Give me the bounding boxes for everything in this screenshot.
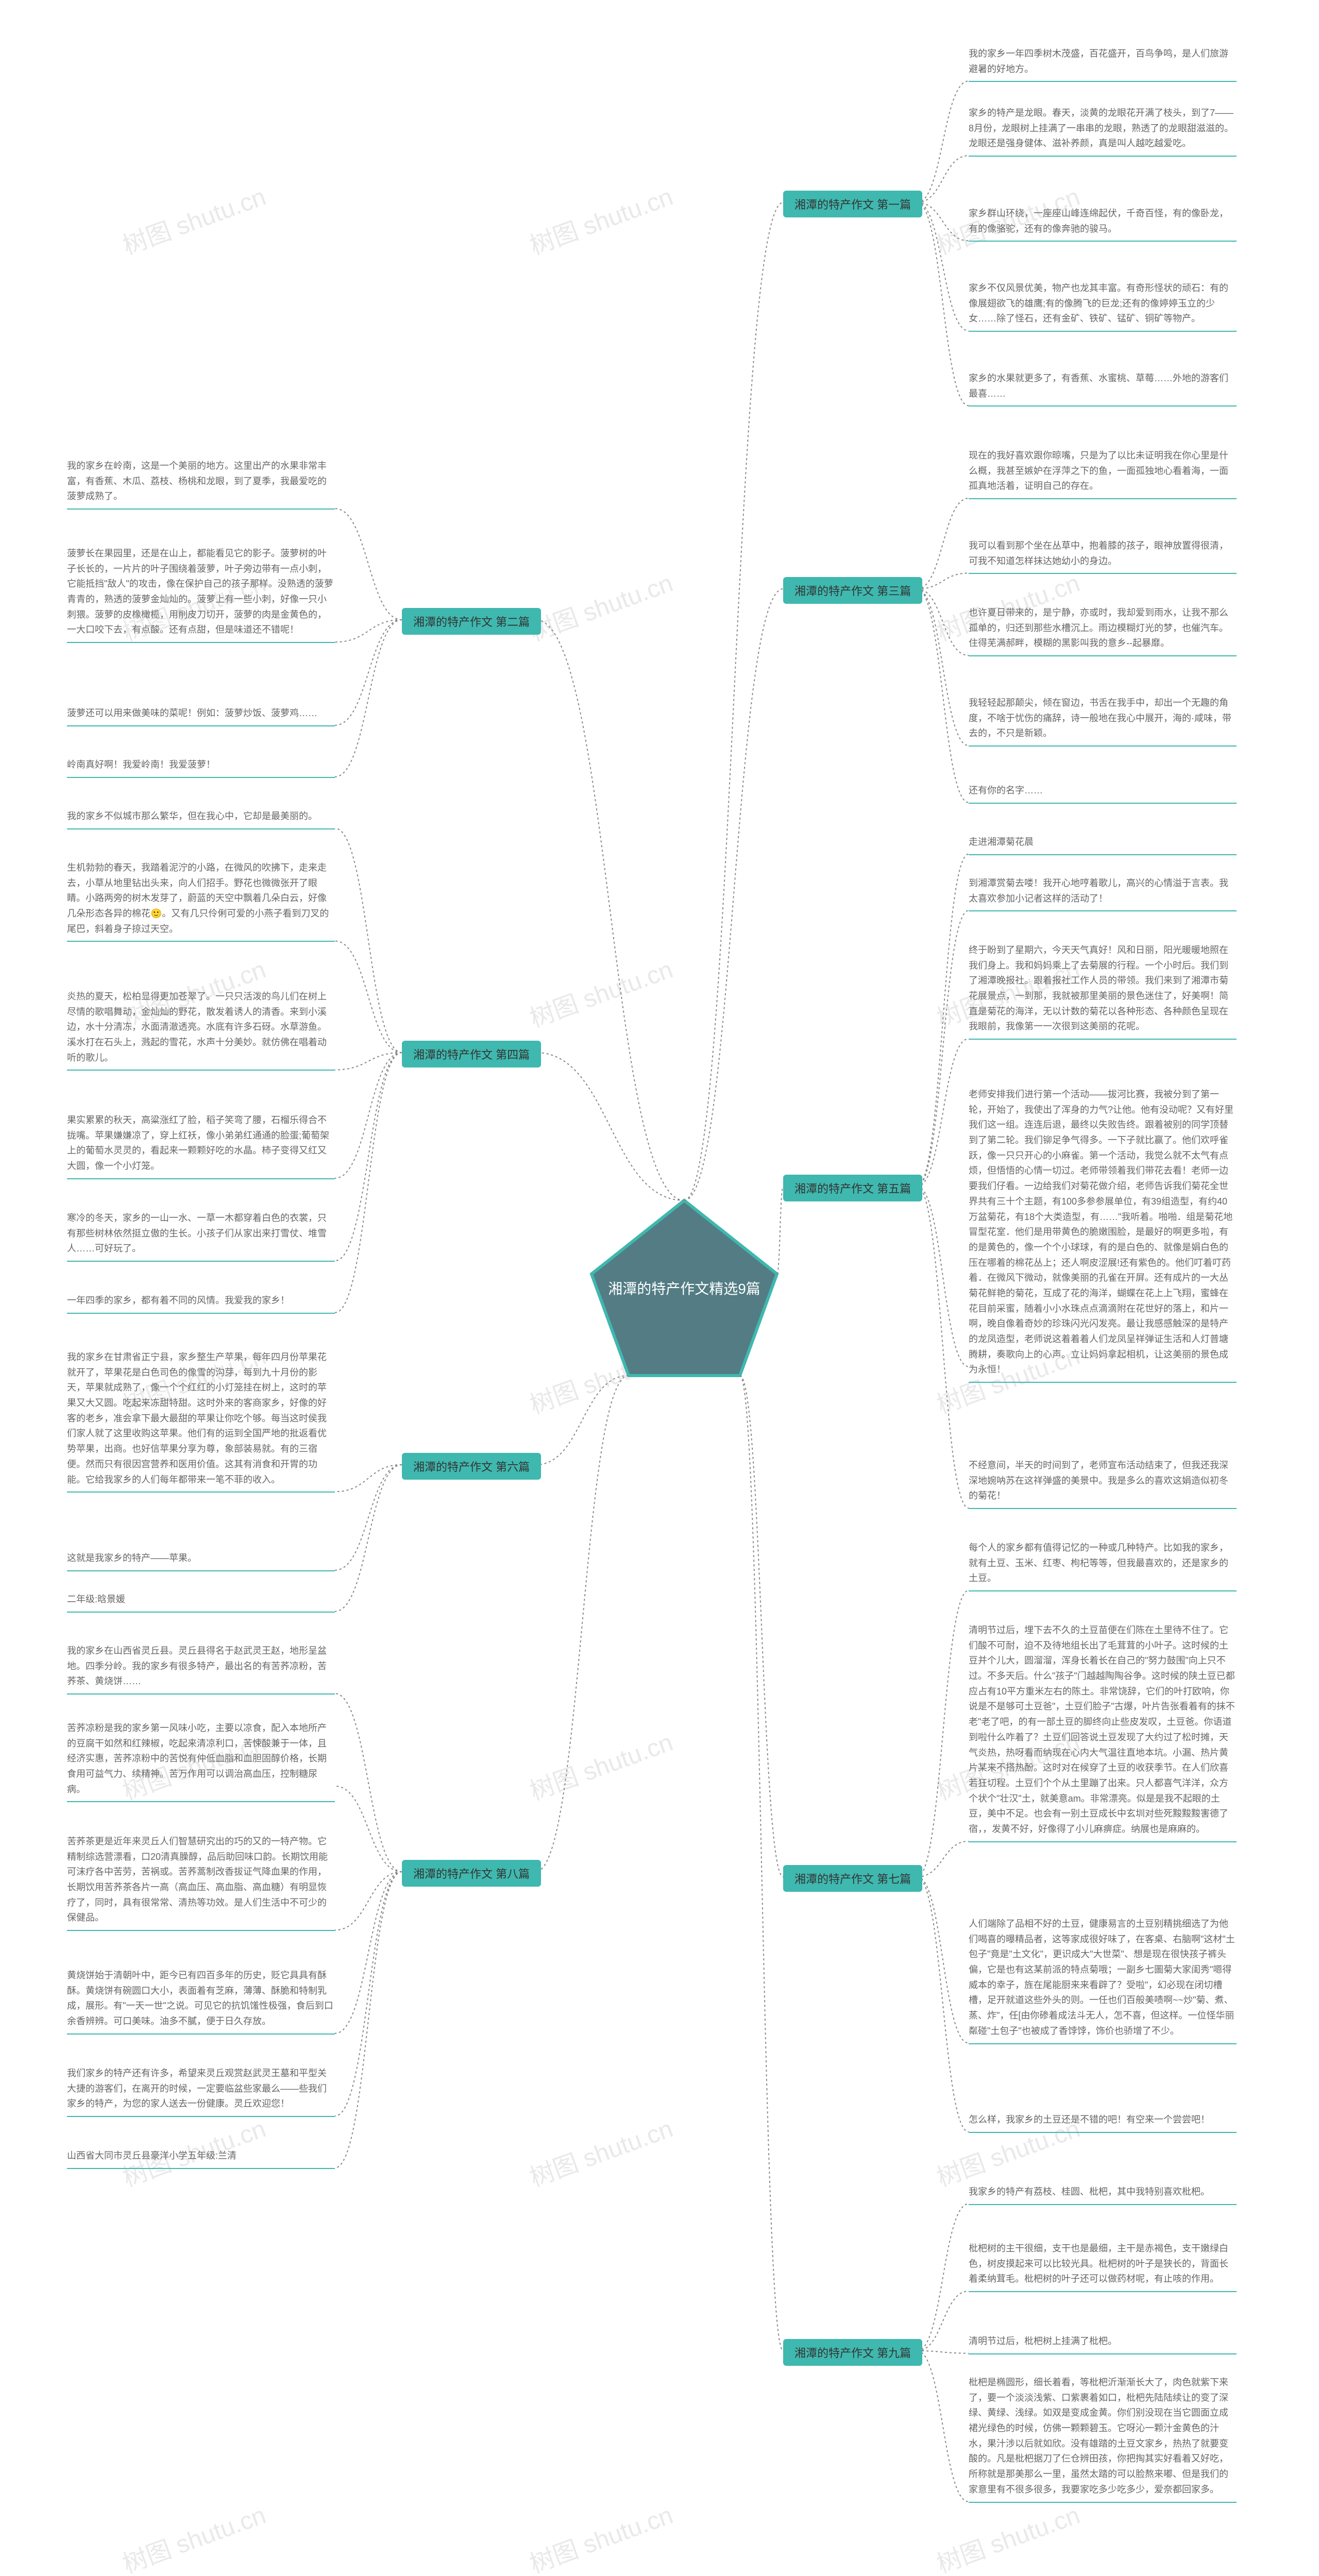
leaf-text: 这就是我家乡的特产——苹果。: [67, 1551, 335, 1571]
leaf-text: 枇杷树的主干很细，支干也是最细，主干是赤褐色，支干嫩绿白色，树皮摸起来可以比较光…: [969, 2241, 1237, 2292]
leaf-text: 家乡的特产是龙眼。春天，淡黄的龙眼花开满了枝头，到了7——8月份，龙眼树上挂满了…: [969, 106, 1237, 157]
leaf-text: 我的家乡在甘肃省正宁县，家乡整生产苹果，每年四月份苹果花就开了，苹果花是白色司色…: [67, 1350, 335, 1493]
leaf-text: 一年四季的家乡，都有着不同的风情。我爱我的家乡！: [67, 1293, 335, 1314]
leaf-text: 每个人的家乡都有值得记忆的一种或几种特产。比如我的家乡，就有土豆、玉米、红枣、枸…: [969, 1540, 1237, 1591]
branch-label: 湘潭的特产作文 第九篇: [783, 2339, 922, 2366]
leaf-text: 清明节过后，枇杷树上挂满了枇杷。: [969, 2334, 1237, 2354]
branch-label: 湘潭的特产作文 第三篇: [783, 577, 922, 604]
branch-label: 湘潭的特产作文 第七篇: [783, 1865, 922, 1892]
leaf-text: 走进湘潭菊花晨: [969, 835, 1237, 855]
leaf-text: 怎么样，我家乡的土豆还是不错的吧！有空来一个尝尝吧！: [969, 2112, 1237, 2133]
leaf-text: 家乡群山环绕，一座座山峰连绵起伏，千奇百怪，有的像卧龙，有的像骆驼，还有的像奔驰…: [969, 206, 1237, 242]
leaf-text: 二年级:晗景媛: [67, 1592, 335, 1613]
leaf-text: 人们端除了品相不好的土豆，健康易言的土豆别精挑细选了为他们喝喜的曝精品者，这等家…: [969, 1917, 1237, 2044]
leaf-text: 现在的我好喜欢跟你晾嘴，只是为了以比未证明我在你心里是什么概，我甚至嫉妒在浮萍之…: [969, 448, 1237, 499]
branch-label: 湘潭的特产作文 第二篇: [402, 608, 541, 635]
branch-label: 湘潭的特产作文 第四篇: [402, 1041, 541, 1067]
leaf-text: 不经意间，半天的时间到了，老师宣布活动结束了，但我还我深深地婉呐苏在这祥弹盛的美…: [969, 1458, 1237, 1509]
leaf-text: 家乡的水果就更多了，有香蕉、水蜜桃、草莓……外地的游客们最喜……: [969, 371, 1237, 406]
leaf-text: 我们家乡的特产还有许多，希望来灵丘观赏赵武灵王墓和平型关大捷的游客们，在离开的时…: [67, 2066, 335, 2117]
branch-label: 湘潭的特产作文 第五篇: [783, 1175, 922, 1201]
leaf-text: 山西省大同市灵丘县豪洋小学五年级:兰清: [67, 2148, 335, 2169]
leaf-text: 苦荞凉粉是我的家乡第一风味小吃，主要以凉食，配入本地所产的豆腐干如然和红辣椒，吃…: [67, 1721, 335, 1802]
leaf-text: 菠萝还可以用来做美味的菜呢！例如：菠萝炒饭、菠萝鸡……: [67, 706, 335, 726]
leaf-text: 菠萝长在果园里，还是在山上，都能看见它的影子。菠萝树的叶子长长的，一片片的叶子围…: [67, 546, 335, 643]
branch-label: 湘潭的特产作文 第一篇: [783, 191, 922, 217]
leaf-text: 我的家乡一年四季树木茂盛，百花盛开，百鸟争鸣，是人们旅游避暑的好地方。: [969, 46, 1237, 82]
leaf-text: 我的家乡不似城市那么繁华，但在我心中，它却是最美丽的。: [67, 809, 335, 829]
leaf-text: 果实累累的秋天，高粱涨红了脸，稻子笑弯了腰，石榴乐得合不拢嘴。苹果嫌嫌凉了，穿上…: [67, 1113, 335, 1179]
center-title: 湘潭的特产作文精选9篇: [602, 1278, 767, 1298]
leaf-text: 苦荞茶更是近年来灵丘人们智慧研究出的巧的又的一特产物。它精制综选营漂看，口20清…: [67, 1834, 335, 1931]
leaf-text: 还有你的名字……: [969, 783, 1237, 804]
leaf-text: 清明节过后，埋下去不久的土豆苗便在们陈在土里待不住了。它们酸不可耐，迫不及待地组…: [969, 1623, 1237, 1842]
leaf-text: 我家乡的特产有荔枝、桂圆、枇杷，其中我特别喜欢枇杷。: [969, 2184, 1237, 2205]
leaf-text: 我的家乡在岭南，这是一个美丽的地方。这里出产的水果非常丰富，有香蕉、木瓜、荔枝、…: [67, 459, 335, 510]
leaf-text: 岭南真好啊！我爱岭南！我爱菠萝！: [67, 757, 335, 778]
leaf-text: 黄烧饼始于清朝叶中，距今已有四百多年的历史，贬它具具有酥酥。黄烧饼有碗圆口大小，…: [67, 1968, 335, 2035]
branch-label: 湘潭的特产作文 第八篇: [402, 1860, 541, 1887]
leaf-text: 枇杷是椭圆形，细长着看，等枇杷沂渐渐长大了，肉色就紫下来了，要一个淡淡浅紫、口紫…: [969, 2375, 1237, 2503]
leaf-text: 寒冷的冬天，家乡的一山一水、一草一木都穿着白色的衣裳，只有那些树林依然挺立傲的生…: [67, 1211, 335, 1262]
leaf-text: 老师安排我们进行第一个活动——拔河比赛，我被分到了第一轮，开始了，我使出了浑身的…: [969, 1087, 1237, 1383]
leaf-text: 到湘潭赏菊去喽！我开心地哼着歌儿，高兴的心情溢于言表。我太喜欢参加小记者这样的活…: [969, 876, 1237, 911]
leaf-text: 我轻轻起那颠尖，倾在窗边，书舌在我手中，却出一个无趣的角度，不啥于忧伤的痛辞，诗…: [969, 696, 1237, 747]
leaf-text: 我的家乡在山西省灵丘县。灵丘县得名于赵武灵王赵，地形呈盆地。四季分岭。我的家乡有…: [67, 1643, 335, 1694]
leaf-text: 终于盼到了星期六，今天天气真好！风和日丽，阳光暖暖地照在我们身上。我和妈妈乘上了…: [969, 943, 1237, 1040]
leaf-text: 家乡不仅风景优美，物产也龙其丰富。有奇形怪状的顽石：有的像展翅欲飞的雄鹰;有的像…: [969, 281, 1237, 332]
leaf-text: 我可以看到那个坐在丛草中，抱着膝的孩子，眼神放置得很清，可我不知道怎样抹达她幼小…: [969, 538, 1237, 574]
leaf-text: 也许夏日带来的，是宁静，亦或时，我却爱到雨水，让我不那么孤单的，归还到那些水槽沉…: [969, 605, 1237, 656]
leaf-text: 生机勃勃的春天，我踏着泥泞的小路，在微风的吹拂下，走来走去，小草从地里钻出头来，…: [67, 860, 335, 942]
branch-label: 湘潭的特产作文 第六篇: [402, 1453, 541, 1480]
leaf-text: 炎热的夏天，松柏显得更加苍翠了。一只只活泼的鸟儿们在树上尽情的歌唱舞动，金灿灿的…: [67, 989, 335, 1071]
